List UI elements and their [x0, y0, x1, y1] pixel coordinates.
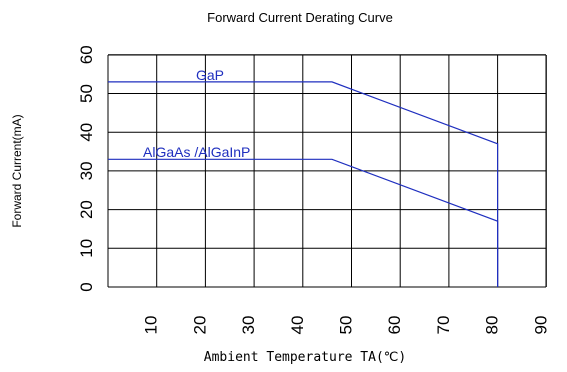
y-tick-label-5: 50	[77, 84, 96, 103]
x-tick-label-8: 80	[483, 316, 502, 335]
x-tick-label-6: 60	[385, 316, 404, 335]
tick-layer: 0 10 20 30 40 50 60 10 20 30 40 50 60 70 80 90	[77, 45, 550, 334]
x-tick-label-3: 30	[239, 316, 258, 335]
series-label-0: GaP	[196, 67, 224, 83]
x-axis-label: Ambient Temperature TA(℃)	[204, 350, 406, 365]
x-tick-label-9: 90	[531, 316, 550, 335]
y-tick-label-1: 10	[77, 239, 96, 258]
series-layer: GaP AlGaAs /AlGaInP	[108, 67, 499, 287]
x-tick-label-1: 10	[142, 316, 161, 335]
y-tick-label-4: 40	[77, 123, 96, 142]
series-label-1: AlGaAs /AlGaInP	[143, 144, 250, 160]
series-line-1	[108, 158, 499, 287]
x-tick-label-4: 40	[288, 316, 307, 335]
y-axis-label: Forward Current(mA)	[10, 114, 24, 227]
x-tick-label-7: 70	[434, 316, 453, 335]
plot-grid	[107, 54, 547, 288]
chart-title: Forward Current Derating Curve	[207, 10, 393, 25]
x-tick-label-5: 50	[337, 316, 356, 335]
x-tick-label-2: 20	[190, 316, 209, 335]
y-tick-label-0: 0	[77, 282, 96, 291]
y-tick-label-3: 30	[77, 161, 96, 180]
y-tick-label-2: 20	[77, 200, 96, 219]
series-line-0	[108, 81, 499, 287]
y-tick-label-6: 60	[77, 45, 96, 64]
